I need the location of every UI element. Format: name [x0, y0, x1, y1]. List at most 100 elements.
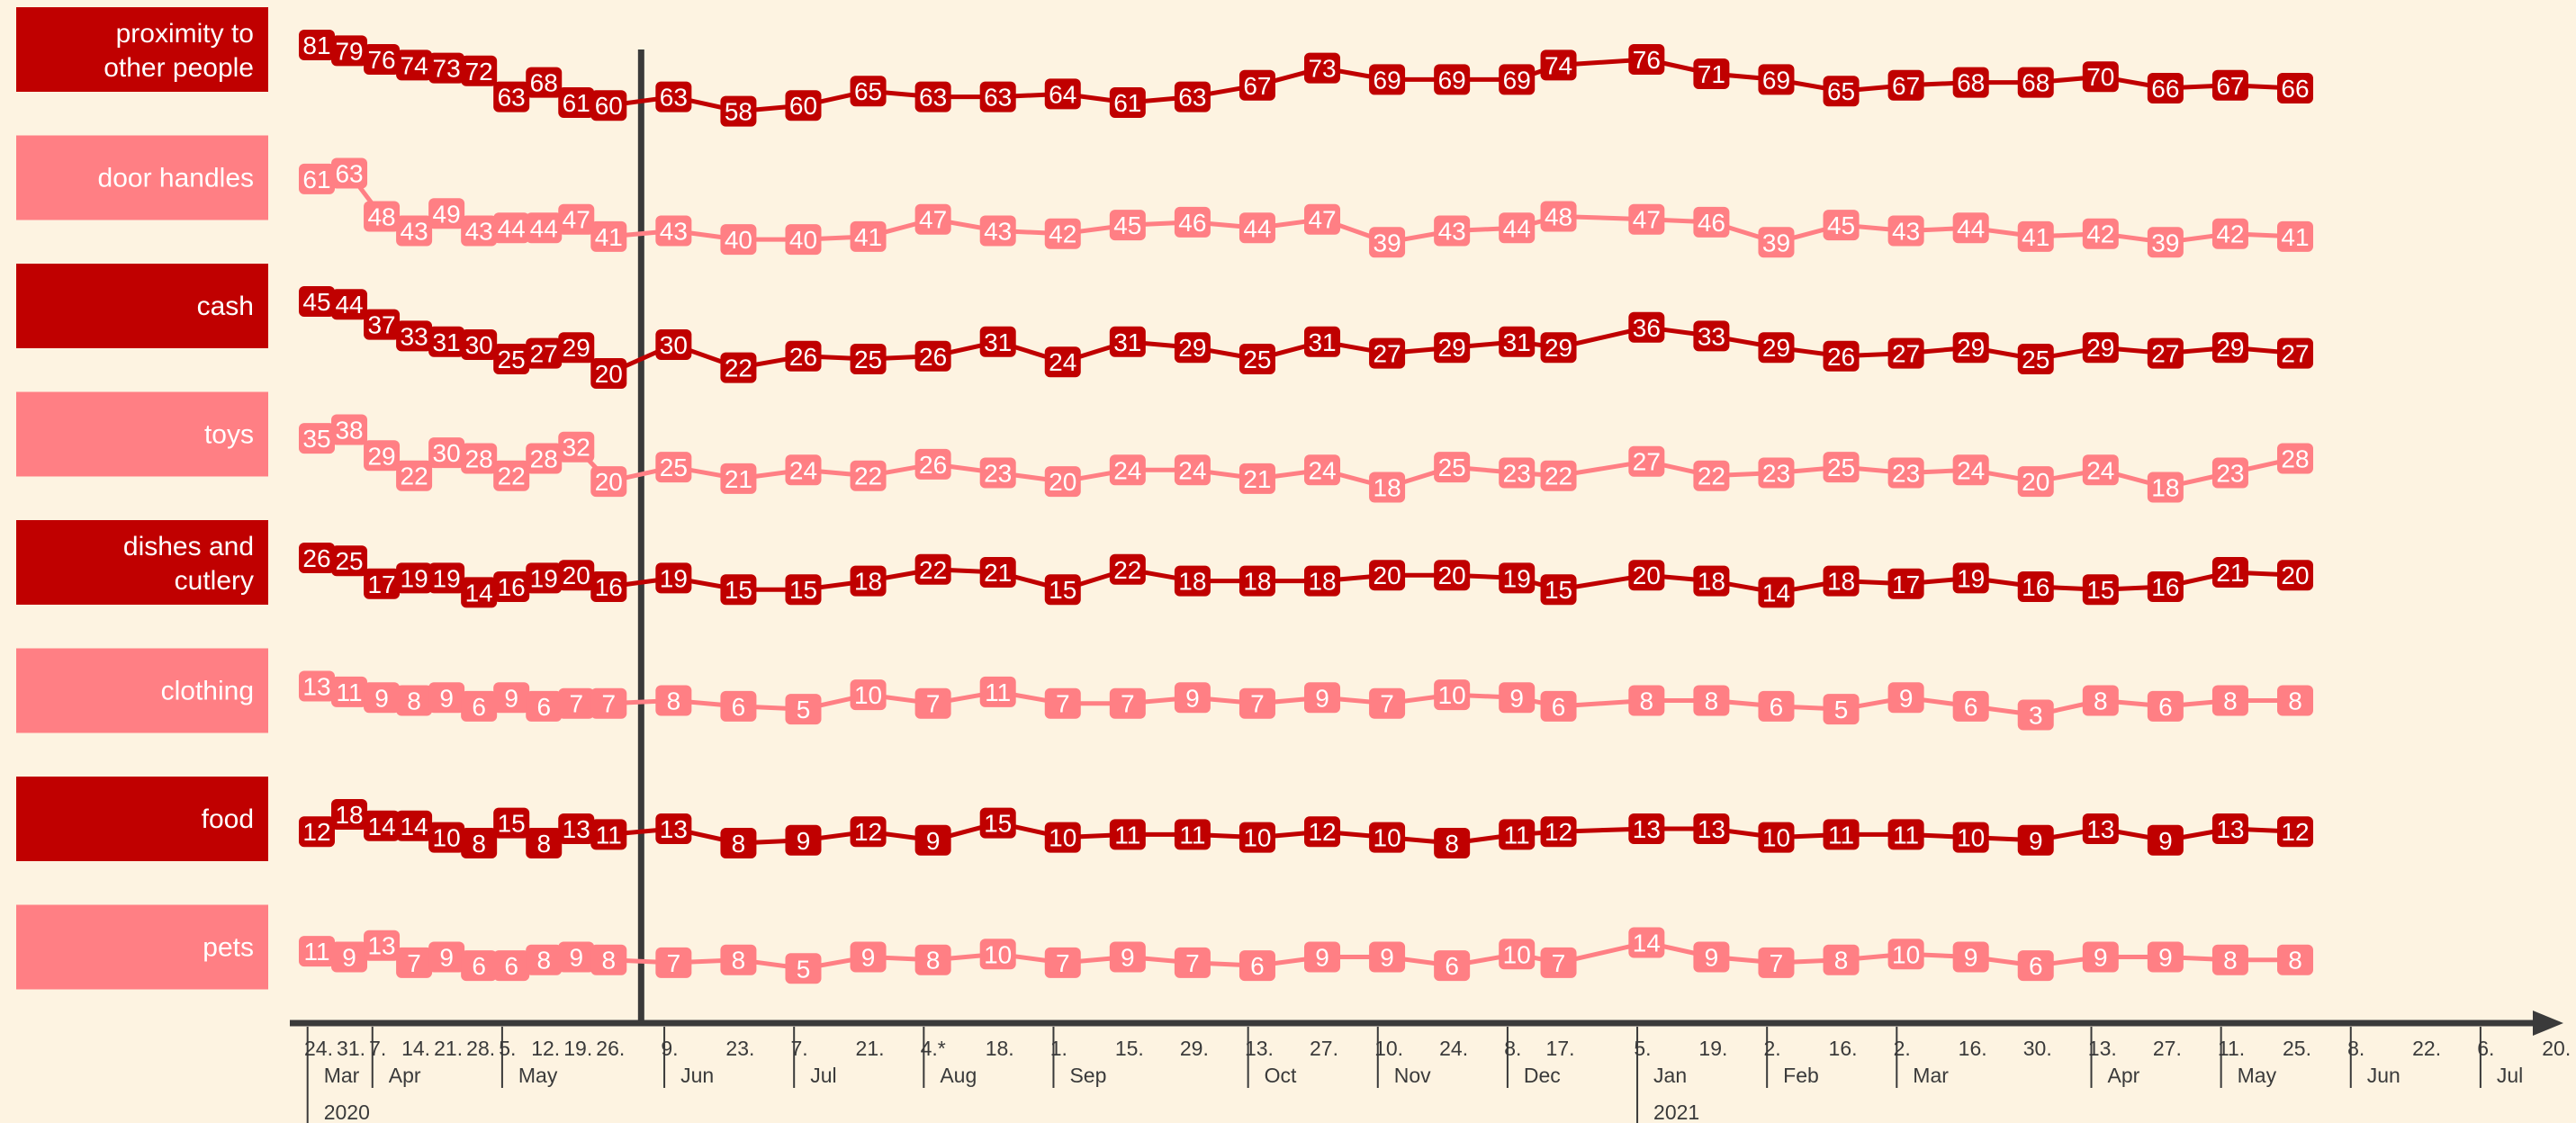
data-point-marker	[2017, 571, 2054, 602]
data-label: 19	[660, 564, 688, 592]
data-point-marker	[1434, 332, 1471, 364]
data-point-marker	[1174, 819, 1211, 850]
data-point-marker	[1369, 337, 1406, 369]
data-point-marker	[590, 819, 627, 850]
data-point-marker	[1540, 49, 1577, 81]
data-point-marker	[1369, 822, 1406, 853]
data-label: 20	[1438, 562, 1466, 589]
x-year-label: 2021	[1653, 1101, 1699, 1123]
data-point-marker	[2277, 560, 2313, 591]
data-point-marker	[1758, 577, 1795, 608]
row-label-text: proximity to other people	[104, 19, 254, 83]
data-point-marker	[1693, 813, 1730, 844]
data-point-marker	[1823, 944, 1860, 975]
data-point-marker	[299, 423, 335, 454]
data-label: 63	[1178, 84, 1206, 112]
data-label: 61	[302, 166, 330, 193]
data-point-marker	[1174, 206, 1211, 238]
x-tick-label: 14.	[401, 1037, 430, 1060]
data-point-marker	[979, 807, 1016, 839]
data-label: 20	[2281, 562, 2309, 589]
data-point-marker	[1628, 445, 1665, 477]
data-point-marker	[914, 340, 951, 372]
data-point-marker	[1628, 44, 1665, 75]
data-point-marker	[785, 824, 822, 856]
x-tick-label: 16.	[1959, 1037, 1987, 1060]
x-tick-label: 15.	[1115, 1037, 1144, 1060]
row-label-text: toys	[204, 420, 254, 450]
data-point-marker	[493, 460, 530, 491]
data-point-marker	[526, 337, 563, 369]
data-label: 13	[2216, 815, 2244, 843]
data-point-marker	[1304, 326, 1341, 357]
data-label: 8	[602, 947, 617, 975]
data-label: 67	[1892, 72, 1920, 100]
data-label: 13	[660, 815, 688, 843]
data-point-marker	[526, 690, 563, 722]
data-point-marker	[461, 690, 498, 722]
data-label: 22	[401, 463, 428, 490]
data-label: 11	[1893, 821, 1919, 849]
data-label: 22	[498, 463, 526, 490]
data-point-marker	[1540, 201, 1577, 232]
data-point-marker	[493, 212, 530, 244]
data-label: 6	[1250, 952, 1265, 980]
data-point-marker	[2082, 218, 2119, 249]
data-point-marker	[364, 309, 401, 340]
data-point-marker	[1758, 332, 1795, 364]
data-label: 63	[335, 160, 363, 188]
data-label: 13	[2086, 815, 2114, 843]
data-label: 27	[530, 340, 558, 368]
data-point-marker	[526, 562, 563, 594]
data-point-marker	[364, 568, 401, 599]
data-label: 14	[401, 813, 428, 840]
data-label: 69	[1374, 66, 1401, 94]
data-label: 14	[1762, 579, 1790, 606]
x-month-label: Jun	[2367, 1064, 2400, 1087]
data-label: 68	[1957, 69, 1985, 97]
data-label: 21	[725, 465, 752, 493]
data-point-marker	[1693, 565, 1730, 597]
data-point-marker	[1823, 819, 1860, 850]
x-tick-label: 17.	[1546, 1037, 1575, 1060]
data-label: 9	[1964, 944, 1978, 972]
data-label: 67	[1243, 72, 1271, 100]
data-label: 21	[984, 559, 1012, 587]
data-label: 18	[854, 568, 882, 596]
row-label-box	[16, 648, 268, 733]
data-point-marker	[850, 76, 887, 107]
row-label-8: pets	[16, 904, 268, 990]
data-point-marker	[2082, 813, 2119, 844]
data-label: 22	[854, 463, 882, 490]
data-label: 30	[660, 331, 688, 359]
data-label: 9	[1380, 944, 1394, 972]
data-label: 25	[1243, 346, 1271, 373]
data-point-marker	[785, 574, 822, 606]
data-label: 8	[536, 947, 551, 975]
data-point-marker	[1109, 326, 1146, 357]
data-point-marker	[655, 452, 692, 483]
data-label: 22	[919, 556, 947, 584]
data-point-marker	[979, 457, 1016, 489]
data-point-marker	[1304, 565, 1341, 597]
data-label: 25	[660, 454, 688, 481]
data-point-marker	[979, 215, 1016, 247]
data-point-marker	[1304, 682, 1341, 714]
data-label: 63	[660, 84, 688, 112]
data-label: 43	[1438, 218, 1466, 246]
data-point-marker	[2017, 220, 2054, 252]
data-label: 18	[2151, 474, 2179, 502]
data-point-marker	[720, 224, 757, 256]
data-label: 74	[1545, 51, 1572, 79]
data-point-marker	[1238, 565, 1275, 597]
data-point-marker	[364, 201, 401, 232]
data-point-marker	[1109, 87, 1146, 118]
data-label: 12	[2281, 818, 2309, 846]
data-label: 10	[1438, 681, 1466, 709]
data-label: 47	[1633, 206, 1661, 234]
x-tick-label: 18.	[986, 1037, 1014, 1060]
data-point-marker	[396, 460, 433, 491]
data-label: 7	[1250, 690, 1265, 718]
data-point-marker	[2211, 813, 2248, 844]
